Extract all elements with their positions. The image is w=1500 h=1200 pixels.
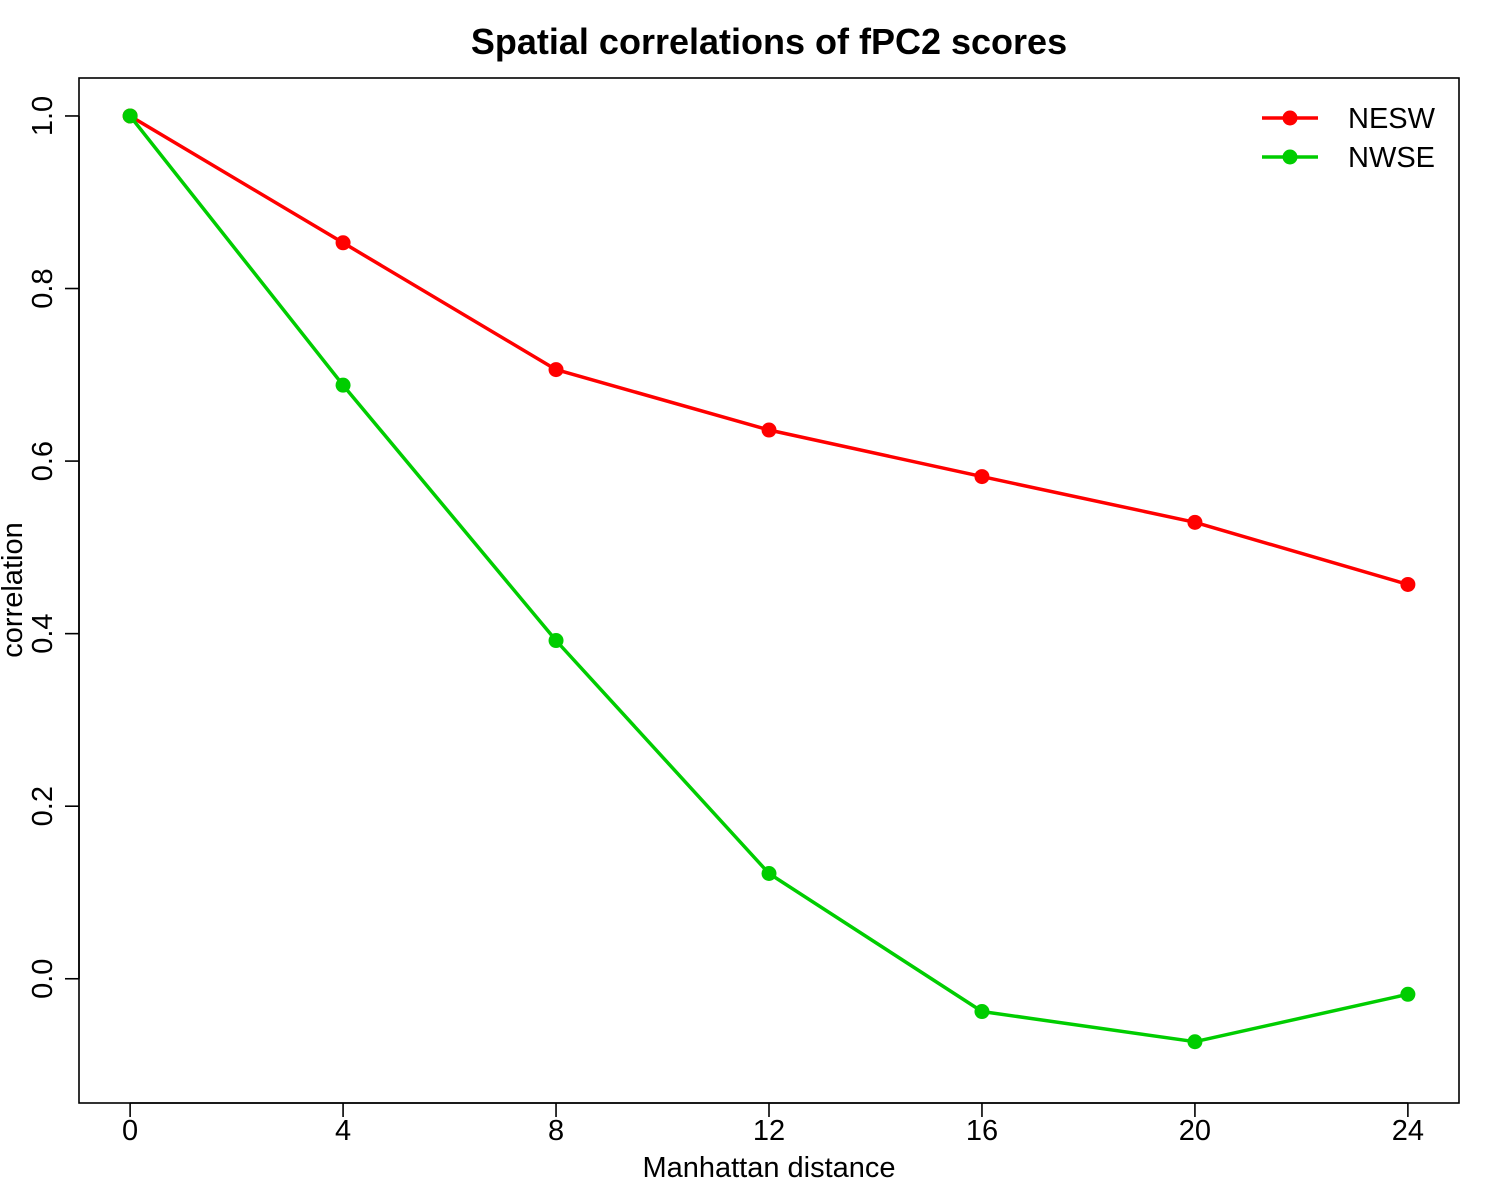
series-layer xyxy=(122,108,1416,1050)
legend-item-nwse: NWSE xyxy=(1262,142,1435,174)
data-point-nesw xyxy=(761,422,777,438)
data-point-nesw xyxy=(335,235,351,251)
y-axis: 0.0 0.2 0.4 0.6 0.8 1.0 xyxy=(27,96,80,999)
legend-item-nesw: NESW xyxy=(1262,103,1436,135)
x-tick-label: 12 xyxy=(753,1115,785,1147)
data-point-nwse xyxy=(1187,1034,1203,1050)
series-nesw xyxy=(122,108,1416,592)
legend-marker-nesw xyxy=(1282,110,1298,126)
x-tick-label: 24 xyxy=(1392,1115,1424,1147)
data-point-nesw xyxy=(1400,576,1416,592)
data-point-nwse xyxy=(548,633,564,649)
x-tick-label: 0 xyxy=(122,1115,138,1147)
y-tick-label: 0.2 xyxy=(27,786,59,826)
x-tick-label: 20 xyxy=(1179,1115,1211,1147)
legend-marker-nwse xyxy=(1282,149,1298,165)
data-point-nwse xyxy=(122,108,138,124)
y-tick-label: 0.6 xyxy=(27,441,59,481)
legend-label-nesw: NESW xyxy=(1348,103,1436,135)
legend: NESW NWSE xyxy=(1262,103,1436,174)
data-point-nwse xyxy=(1400,986,1416,1002)
x-tick-label: 16 xyxy=(966,1115,998,1147)
y-axis-title: correlation xyxy=(0,522,29,657)
y-tick-label: 0.4 xyxy=(27,613,59,653)
data-point-nesw xyxy=(974,469,990,485)
legend-label-nwse: NWSE xyxy=(1348,142,1435,174)
data-point-nwse xyxy=(974,1004,990,1020)
y-tick-label: 0.0 xyxy=(27,959,59,999)
data-point-nwse xyxy=(335,377,351,393)
series-nwse xyxy=(122,108,1416,1050)
y-tick-label: 1.0 xyxy=(27,96,59,136)
data-point-nwse xyxy=(761,865,777,881)
x-tick-label: 4 xyxy=(335,1115,351,1147)
x-tick-label: 8 xyxy=(548,1115,564,1147)
y-tick-label: 0.8 xyxy=(27,268,59,308)
data-point-nesw xyxy=(548,362,564,378)
x-axis: 0 4 8 12 16 20 24 xyxy=(122,1102,1424,1147)
chart-title: Spatial correlations of fPC2 scores xyxy=(471,21,1067,62)
data-point-nesw xyxy=(1187,514,1203,530)
x-axis-title: Manhattan distance xyxy=(642,1152,895,1184)
